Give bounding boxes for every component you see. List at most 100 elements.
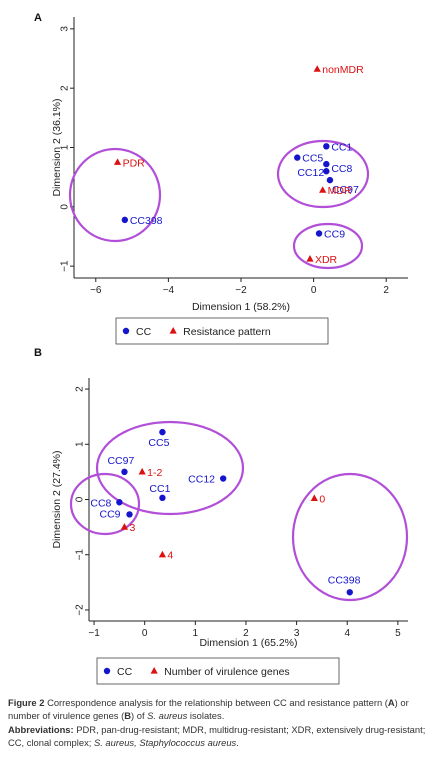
cluster-ellipse — [68, 147, 162, 243]
point-label-mdr: MDR — [328, 185, 352, 197]
y-tick-label: 1 — [60, 144, 71, 150]
x-tick-label: 2 — [243, 628, 249, 639]
point-label-cc12: CC12 — [297, 167, 324, 179]
cluster-ellipse — [95, 420, 245, 516]
y-tick-label: 0 — [75, 496, 86, 502]
point-pdr — [113, 158, 122, 165]
x-tick-label: −4 — [163, 285, 175, 296]
caption-text-2: ) or number of virulence genes ( — [8, 697, 409, 722]
x-tick-label: 4 — [344, 628, 350, 639]
point-cc8 — [116, 499, 123, 506]
caption-abbreviations: Abbreviations: PDR, pan-drug-resistant; … — [8, 723, 432, 750]
abbreviations-species-full: Staphylococcus aureus — [139, 737, 237, 749]
point-cc398 — [121, 216, 129, 224]
point-label-pdr: PDR — [123, 157, 146, 169]
panel-label: B — [34, 347, 42, 359]
point-cc5 — [294, 154, 301, 161]
y-tick-label: 2 — [60, 85, 71, 91]
y-tick-label: −1 — [60, 260, 71, 272]
abbreviations-end: . — [236, 737, 239, 749]
cluster-ellipse — [276, 139, 370, 209]
point-label-1-2: 1-2 — [147, 467, 162, 479]
point-label-cc398: CC398 — [130, 215, 163, 227]
point-cc97 — [121, 468, 128, 476]
point-cc9 — [126, 511, 133, 518]
point-label-cc12: CC12 — [188, 474, 215, 486]
point-label-cc398: CC398 — [328, 574, 361, 586]
legend-label-resistance-pattern: Resistance pattern — [183, 326, 271, 338]
caption-species: S. aureus — [147, 710, 188, 722]
legend-box — [96, 657, 340, 685]
point-label-cc5: CC5 — [148, 437, 169, 449]
legend-label-number-of-virulence-genes: Number of virulence genes — [164, 666, 289, 678]
panel-label: A — [34, 12, 42, 24]
x-tick-label: 1 — [193, 628, 199, 639]
point-3 — [120, 523, 129, 530]
x-tick-label: 0 — [311, 285, 317, 296]
y-tick-label: −2 — [75, 604, 86, 616]
legend-label-cc: CC — [136, 326, 152, 338]
y-tick-label: 0 — [60, 204, 71, 210]
point-1-2 — [138, 467, 146, 475]
caption-text-1: Correspondence analysis for the relation… — [44, 697, 388, 708]
point-xdr — [306, 255, 314, 262]
x-tick-label: 3 — [294, 628, 300, 639]
legend-marker-resistance-pattern — [169, 327, 177, 334]
x-tick-label: 5 — [395, 628, 401, 639]
point-cc9 — [315, 230, 323, 237]
point-label-nonmdr: nonMDR — [322, 64, 364, 76]
point-label-cc97: CC97 — [107, 455, 134, 467]
point-label-cc1: CC1 — [149, 483, 170, 495]
y-axis-label: Dimension 2 (27.4%) — [51, 450, 63, 548]
y-tick-label: 1 — [75, 441, 86, 447]
point-cc1 — [323, 143, 330, 150]
x-tick-label: −6 — [90, 285, 102, 296]
x-tick-label: 2 — [383, 285, 389, 296]
cluster-ellipse — [292, 222, 364, 270]
point-0 — [310, 494, 318, 501]
legend-marker-number-of-virulence-genes — [150, 667, 158, 674]
abbreviations-species-short: S. aureus, — [93, 737, 137, 749]
x-axis-label: Dimension 1 (65.2%) — [199, 637, 297, 649]
point-label-0: 0 — [319, 493, 325, 505]
legend-marker-cc — [103, 667, 111, 675]
legend-marker-cc — [122, 327, 130, 335]
x-tick-label: −2 — [235, 285, 247, 296]
point-nonmdr — [313, 65, 321, 72]
point-label-cc97: CC97 — [332, 184, 359, 196]
caption-text-3: ) of — [131, 710, 148, 722]
point-cc12 — [323, 168, 330, 175]
y-tick-label: −1 — [75, 549, 86, 561]
caption-panel-b-ref: B — [124, 710, 131, 722]
x-tick-label: 0 — [142, 628, 148, 639]
point-label-3: 3 — [129, 522, 135, 534]
point-4 — [158, 550, 167, 558]
abbreviations-text: PDR, pan-drug-resistant; MDR, multidrug-… — [8, 723, 426, 749]
point-cc1 — [159, 494, 166, 502]
point-label-cc5: CC5 — [302, 153, 323, 165]
point-label-cc8: CC8 — [90, 497, 111, 509]
y-axis-label: Dimension 2 (36.1%) — [51, 98, 63, 196]
point-label-cc1: CC1 — [331, 141, 352, 153]
point-cc8 — [323, 160, 330, 168]
y-tick-label: 3 — [60, 26, 71, 32]
point-label-4: 4 — [167, 550, 173, 562]
legend-label-cc: CC — [117, 666, 133, 678]
x-axis-label: Dimension 1 (58.2%) — [192, 301, 290, 313]
caption-main: Figure 2 Correspondence analysis for the… — [8, 696, 432, 723]
figure-caption: Figure 2 Correspondence analysis for the… — [8, 696, 432, 750]
point-cc5 — [159, 428, 166, 436]
figure: A −6 −4 −2 0 2 −1 0 1 2 3 Dimension 1 (58.2%) Dimens… — [34, 12, 409, 685]
point-mdr — [319, 186, 327, 193]
point-cc12 — [219, 475, 227, 482]
caption-panel-a-ref: A — [387, 697, 395, 708]
point-label-cc8: CC8 — [331, 163, 352, 175]
caption-text-4: isolates. — [187, 710, 225, 722]
point-label-cc9: CC9 — [324, 229, 345, 241]
panel-a: A −6 −4 −2 0 2 −1 0 1 2 3 Dimension 1 (58.2%) Dimens… — [34, 12, 408, 345]
x-tick-label: −1 — [88, 628, 100, 639]
point-cc97 — [326, 176, 334, 184]
point-cc398 — [346, 589, 353, 596]
cluster-ellipse — [291, 472, 409, 602]
